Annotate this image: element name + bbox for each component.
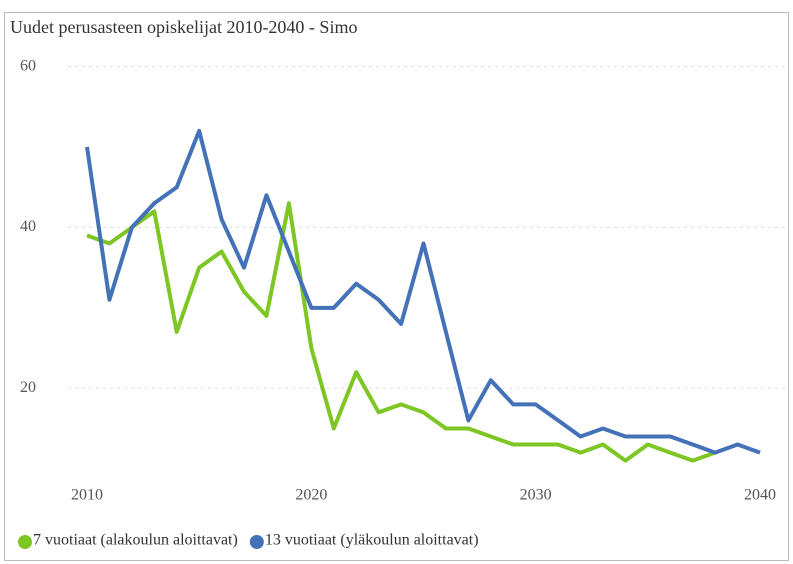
chart-title: Uudet perusasteen opiskelijat 2010-2040 …	[10, 17, 357, 37]
x-tick-label: 2010	[71, 487, 103, 504]
legend-swatch	[18, 535, 32, 549]
frame	[4, 12, 789, 561]
legend-label: 7 vuotiaat (alakoulun aloittavat)	[33, 532, 238, 549]
series-line	[86, 201, 716, 463]
series-line	[85, 128, 761, 455]
legend-swatch	[249, 535, 264, 549]
legend-label: 13 vuotiaat (yläkoulun aloittavat)	[265, 532, 479, 549]
y-tick-label: 20	[20, 379, 36, 396]
x-tick-label: 2030	[520, 487, 552, 504]
y-tick-label: 40	[20, 218, 36, 235]
x-tick-label: 2020	[295, 487, 327, 504]
x-tick-label: 2040	[744, 487, 776, 504]
y-tick-label: 60	[20, 57, 36, 74]
legend: 7 vuotiaat (alakoulun aloittavat) 13 vuot…	[18, 532, 479, 549]
